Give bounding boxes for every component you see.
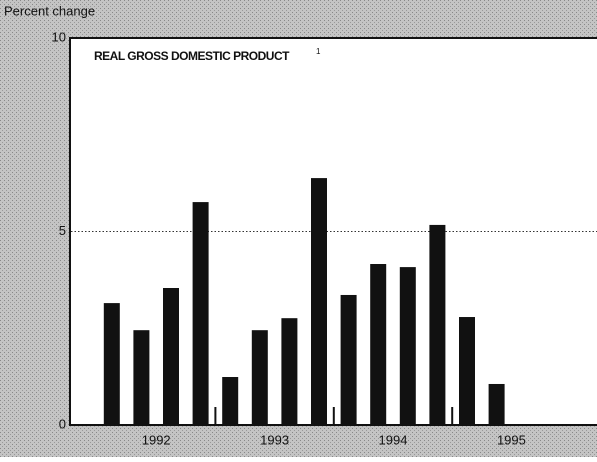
bar: [192, 202, 209, 425]
bar: [399, 267, 416, 425]
bar: [133, 330, 150, 425]
bar: [459, 317, 475, 425]
bar: [488, 383, 505, 425]
bar: [340, 294, 357, 425]
x-group-label: 1992: [142, 432, 171, 447]
bar: [103, 303, 120, 425]
bar: [163, 288, 179, 425]
x-group-label: 1993: [260, 432, 289, 447]
bar: [311, 178, 327, 425]
x-group-label: 1995: [497, 432, 526, 447]
y-tick-label: 10: [52, 29, 66, 44]
chart-title: REAL GROSS DOMESTIC PRODUCT: [94, 49, 290, 63]
y-tick-label: 0: [59, 416, 66, 431]
bar: [370, 264, 387, 425]
bar: [281, 318, 298, 425]
y-axis-label: Percent change: [4, 3, 95, 18]
y-tick-label: 5: [59, 223, 66, 238]
bar: [222, 377, 239, 425]
x-group-label: 1994: [379, 432, 408, 447]
title-note: 1: [316, 47, 321, 56]
bar: [251, 330, 268, 425]
bar: [429, 224, 446, 425]
